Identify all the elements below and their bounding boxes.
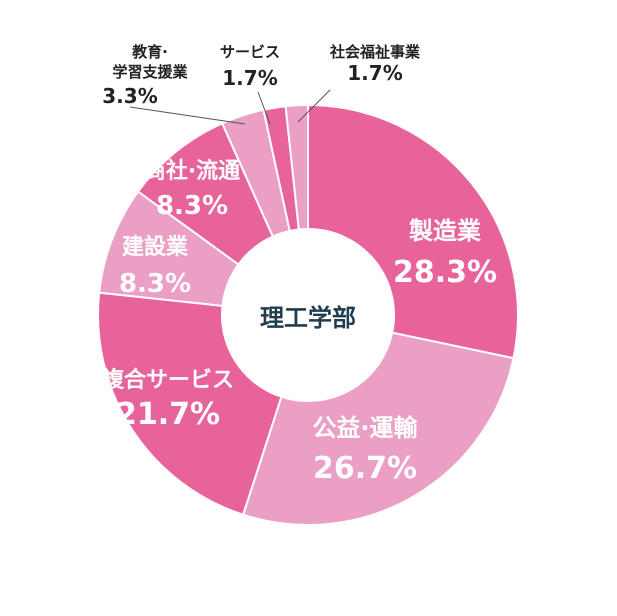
slice-value-5: 8.3% (156, 191, 228, 221)
slice-value-6: 3.3% (102, 84, 157, 108)
slice-1 (307, 103, 519, 360)
leader-line-6 (129, 106, 246, 125)
slice-2 (241, 331, 515, 526)
slice-label-1: 製造業 (409, 217, 481, 245)
slice-label-2: 公益·運輸 (312, 414, 418, 442)
leader-line-8 (297, 89, 331, 123)
slice-8 (284, 103, 309, 231)
slice-label-8: 社会福祉事業 (329, 43, 421, 61)
center-label: 理工学部 (260, 304, 356, 332)
slice-value-4: 8.3% (119, 269, 191, 299)
slice-label-6-line-2: 学習支援業 (112, 63, 188, 81)
slice-label-5: 商社·流通 (144, 158, 240, 184)
slice-value-2: 26.7% (313, 451, 417, 486)
leader-lines (129, 89, 331, 125)
slice-label-3: 複合サービス (102, 367, 234, 393)
slice-labels: 製造業 28.3% 公益·運輸 26.7% 複合サービス 21.7% 建設業 8.3% 商社·流… (102, 43, 497, 486)
slice-value-8: 1.7% (347, 61, 402, 85)
slice-3 (97, 291, 283, 516)
slice-value-7: 1.7% (222, 66, 277, 90)
slice-value-3: 21.7% (116, 397, 220, 432)
slice-label-7: サービス (220, 43, 280, 61)
leader-line-7 (257, 91, 271, 125)
slice-label-4: 建設業 (122, 234, 189, 260)
slice-label-6-line-1: 教育· (131, 43, 168, 61)
donut-slices (97, 103, 519, 526)
slice-value-1: 28.3% (393, 255, 497, 290)
